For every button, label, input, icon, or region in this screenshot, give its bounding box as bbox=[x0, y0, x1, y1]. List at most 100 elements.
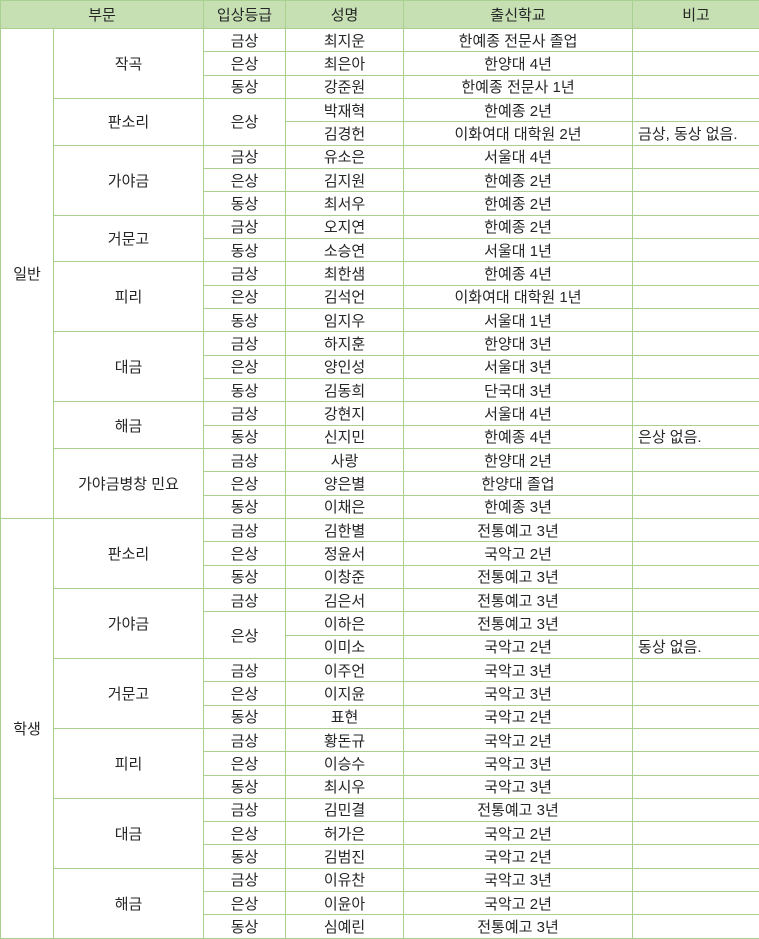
table-row: 거문고 금상 이주언 국악고 3년 bbox=[1, 657, 759, 729]
name-cell: 김민결 bbox=[285, 797, 405, 823]
category-cell: 피리 bbox=[52, 261, 205, 333]
school-cell: 국악고 2년 bbox=[403, 821, 634, 846]
grade-cell: 금상 bbox=[203, 27, 287, 53]
note-cell bbox=[632, 237, 759, 263]
school-cell: 한예종 2년 bbox=[403, 214, 634, 239]
school-cell: 서울대 1년 bbox=[403, 237, 634, 263]
school-cell: 국악고 3년 bbox=[403, 751, 634, 776]
category-cell: 판소리 bbox=[52, 97, 205, 146]
table-row: 동상 최시우 국악고 3년 bbox=[1, 774, 759, 799]
name-cell: 심예린 bbox=[285, 914, 405, 939]
grade-cell: 동상 bbox=[203, 424, 287, 449]
name-cell: 신지민 bbox=[285, 424, 405, 449]
grade-cell: 금상 bbox=[203, 261, 287, 286]
school-cell: 국악고 3년 bbox=[403, 867, 634, 893]
grade-cell: 동상 bbox=[203, 307, 287, 333]
grade-cell: 금상 bbox=[203, 657, 287, 683]
note-cell bbox=[632, 214, 759, 239]
school-cell: 한양대 2년 bbox=[403, 447, 634, 473]
school-cell: 서울대 3년 bbox=[403, 354, 634, 379]
school-cell: 한예종 2년 bbox=[403, 191, 634, 216]
name-cell: 이지윤 bbox=[285, 681, 405, 706]
school-cell: 이화여대 대학원 2년 bbox=[403, 121, 634, 146]
name-cell: 양은별 bbox=[285, 471, 405, 496]
note-cell bbox=[632, 74, 759, 99]
table-row: 피리 금상 최한샘 한예종 4년 bbox=[1, 261, 759, 333]
table-row: 동상 최서우 한예종 2년 bbox=[1, 191, 759, 216]
header-col-prize-grade: 입상등급 bbox=[203, 0, 287, 29]
category-cell: 가야금 bbox=[52, 587, 205, 659]
grade-cell: 금상 bbox=[203, 447, 287, 473]
note-cell bbox=[632, 377, 759, 403]
school-cell: 전통예고 3년 bbox=[403, 797, 634, 823]
category-cell: 대금 bbox=[52, 797, 205, 869]
name-cell: 사랑 bbox=[285, 447, 405, 473]
name-cell: 오지연 bbox=[285, 214, 405, 239]
category-cell: 가야금병창 민요 bbox=[52, 447, 205, 519]
name-cell: 표현 bbox=[285, 704, 405, 729]
name-cell: 양인성 bbox=[285, 354, 405, 379]
table-row: 은상 허가은 국악고 2년 bbox=[1, 821, 759, 846]
school-cell: 국악고 2년 bbox=[403, 634, 634, 659]
table-row: 가야금병창 민요 금상 사랑 한양대 2년 bbox=[1, 447, 759, 519]
grade-cell: 금상 bbox=[203, 214, 287, 239]
grade-cell: 금상 bbox=[203, 401, 287, 426]
school-cell: 전통예고 3년 bbox=[403, 914, 634, 939]
grade-cell: 동상 bbox=[203, 74, 287, 99]
grade-cell: 은상 bbox=[203, 51, 287, 76]
note-cell bbox=[632, 517, 759, 543]
category-cell: 해금 bbox=[52, 867, 205, 939]
school-cell: 국악고 3년 bbox=[403, 681, 634, 706]
grade-cell: 은상 bbox=[203, 611, 287, 659]
table-row: 은상 이승수 국악고 3년 bbox=[1, 751, 759, 776]
table-row: 은상 양은별 한양대 졸업 bbox=[1, 471, 759, 496]
name-cell: 이채은 bbox=[285, 494, 405, 519]
table-row: 동상 신지민 한예종 4년 은상 없음. bbox=[1, 424, 759, 449]
note-cell bbox=[632, 541, 759, 566]
school-cell: 한예종 4년 bbox=[403, 424, 634, 449]
category-cell: 작곡 bbox=[52, 28, 205, 99]
table-row: 은상 이지윤 국악고 3년 bbox=[1, 681, 759, 706]
note-cell bbox=[632, 354, 759, 379]
grade-cell: 동상 bbox=[203, 377, 287, 403]
school-cell: 국악고 2년 bbox=[403, 891, 634, 916]
table-row: 이미소 국악고 2년 동상 없음. bbox=[1, 634, 759, 659]
school-cell: 전통예고 3년 bbox=[403, 564, 634, 589]
school-cell: 국악고 2년 bbox=[403, 844, 634, 869]
grade-cell: 금상 bbox=[203, 727, 287, 753]
table-row: 일반 작곡 금상 최지운 한예종 전문사 졸업 bbox=[0, 27, 759, 519]
table-row: 거문고 금상 오지연 한예종 2년 bbox=[1, 214, 759, 263]
note-cell bbox=[632, 867, 759, 893]
name-cell: 김경헌 bbox=[285, 121, 405, 146]
table-row: 해금 금상 강현지 서울대 4년 bbox=[1, 401, 759, 449]
table-row: 은상 양인성 서울대 3년 bbox=[1, 354, 759, 379]
note-cell bbox=[632, 727, 759, 753]
school-cell: 전통예고 3년 bbox=[403, 587, 634, 613]
note-cell bbox=[632, 494, 759, 519]
school-cell: 서울대 1년 bbox=[403, 307, 634, 333]
table-row: 대금 금상 김민결 전통예고 3년 bbox=[1, 797, 759, 869]
header-col-remarks: 비고 bbox=[632, 0, 759, 29]
name-cell: 이유찬 bbox=[285, 867, 405, 893]
note-cell bbox=[632, 564, 759, 589]
section-cell: 학생 bbox=[0, 517, 54, 939]
name-cell: 이주언 bbox=[285, 657, 405, 683]
name-cell: 이창준 bbox=[285, 564, 405, 589]
note-cell bbox=[632, 611, 759, 636]
school-cell: 한예종 3년 bbox=[403, 494, 634, 519]
name-cell: 김동희 bbox=[285, 377, 405, 403]
name-cell: 이승수 bbox=[285, 751, 405, 776]
note-cell bbox=[632, 447, 759, 473]
name-cell: 이윤아 bbox=[285, 891, 405, 916]
grade-cell: 금상 bbox=[203, 331, 287, 356]
school-cell: 한예종 4년 bbox=[403, 261, 634, 286]
table-body: 일반 작곡 금상 최지운 한예종 전문사 졸업 은상 최은아 한양대 4년 동상 강준원 한예종 전… bbox=[0, 27, 759, 939]
note-cell bbox=[632, 797, 759, 823]
name-cell: 최한샘 bbox=[285, 261, 405, 286]
header-col-school: 출신학교 bbox=[403, 0, 634, 29]
note-cell bbox=[632, 191, 759, 216]
grade-cell: 은상 bbox=[203, 354, 287, 379]
school-cell: 국악고 2년 bbox=[403, 704, 634, 729]
name-cell: 정윤서 bbox=[285, 541, 405, 566]
school-cell: 한예종 전문사 1년 bbox=[403, 74, 634, 99]
